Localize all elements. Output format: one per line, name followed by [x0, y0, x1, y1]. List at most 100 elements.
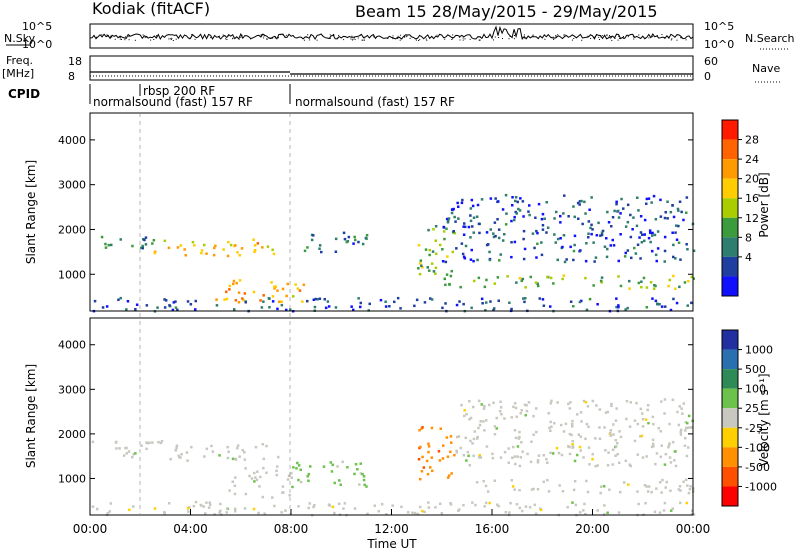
velocity-cell	[472, 454, 475, 458]
noise-search-point	[128, 36, 130, 38]
power-cell	[434, 266, 438, 270]
power-cell	[480, 198, 484, 201]
noise-search-point	[364, 39, 365, 41]
power-cell	[194, 308, 197, 311]
velocity-cell	[427, 506, 431, 509]
velocity-cell	[148, 441, 151, 444]
power-cell	[535, 256, 538, 259]
velocity-cell	[476, 435, 479, 439]
power-cell	[234, 244, 237, 247]
velocity-cell	[449, 435, 453, 438]
velocity-cell	[109, 502, 113, 505]
power-cell	[444, 302, 447, 305]
velocity-cell	[258, 485, 261, 488]
power-cell	[191, 240, 195, 244]
velocity-cell	[500, 413, 503, 416]
power-cell	[562, 212, 565, 215]
velocity-cell	[491, 452, 494, 456]
power-cell	[428, 253, 431, 257]
power-cell	[334, 237, 338, 241]
noise-search-point	[652, 36, 654, 38]
velocity-cell	[450, 441, 453, 444]
power-cell	[225, 297, 229, 301]
velocity-cell	[417, 458, 421, 461]
noise-search-point	[571, 39, 573, 41]
power-cell	[420, 264, 423, 267]
noise-search-point	[452, 38, 454, 40]
velocity-cell	[106, 512, 110, 515]
power-cell	[536, 282, 539, 285]
power-cell	[472, 259, 475, 263]
power-cell	[469, 214, 472, 217]
power-cell	[471, 204, 475, 208]
velocity-cell	[250, 477, 254, 480]
velocity-cell	[503, 450, 507, 454]
velocity-cell	[518, 506, 521, 510]
power-cell	[396, 296, 400, 300]
power-cell	[540, 217, 544, 221]
velocity-cell	[553, 422, 556, 425]
power-cell	[643, 218, 647, 222]
power-cell	[654, 218, 658, 221]
power-cell	[237, 301, 241, 304]
power-cell	[541, 224, 545, 227]
power-cell	[590, 223, 593, 227]
power-cell	[499, 253, 502, 256]
power-cell	[587, 220, 591, 223]
velocity-cell	[254, 445, 258, 449]
power-cell	[555, 210, 558, 214]
velocity-cell	[558, 484, 561, 487]
power-cell	[168, 304, 171, 307]
velocity-cell	[567, 445, 570, 448]
power-cell	[651, 234, 654, 237]
power-cell	[536, 242, 539, 246]
noise-search-point	[667, 36, 669, 38]
power-cell	[513, 218, 516, 222]
power-cell	[139, 246, 143, 250]
power-cell	[572, 305, 575, 308]
power-cell	[663, 260, 666, 263]
power-cell	[475, 215, 479, 218]
velocity-cell	[585, 422, 589, 426]
velocity-cell	[209, 503, 212, 506]
velocity-cell	[297, 505, 300, 508]
power-cell	[443, 277, 446, 281]
velocity-cell	[353, 507, 357, 510]
power-cell	[101, 306, 105, 309]
noise-right-tick-top: 10^5	[704, 20, 734, 33]
power-cell	[667, 284, 670, 288]
velocity-cell	[485, 419, 488, 422]
power-cell	[585, 242, 588, 245]
velocity-cell	[629, 464, 632, 468]
power-cell	[488, 258, 492, 262]
velocity-cell	[667, 443, 671, 447]
noise-search-point	[555, 35, 557, 37]
noise-search-point	[608, 36, 610, 38]
noise-search-point	[207, 35, 209, 37]
power-cell	[672, 243, 675, 247]
power-cell	[215, 298, 218, 301]
power-cell	[562, 234, 566, 237]
power-cell	[601, 229, 605, 233]
power-cell	[523, 247, 527, 251]
velocity-cell	[479, 456, 483, 459]
velocity-cell	[521, 450, 524, 453]
power-cell	[606, 210, 609, 214]
power-cell	[642, 276, 646, 280]
power-cell	[531, 232, 535, 235]
velocity-cell	[380, 502, 384, 506]
velocity-cell	[571, 440, 574, 443]
power-cell	[493, 221, 497, 224]
noise-search-point	[691, 36, 693, 38]
noise-search-point	[96, 36, 97, 38]
power-cell	[450, 269, 453, 273]
noise-search-point	[271, 37, 273, 39]
velocity-cell	[562, 430, 566, 433]
power-cell	[234, 299, 238, 302]
noise-search-point	[236, 36, 238, 38]
power-cell	[441, 248, 444, 251]
power-ytick-label: 2000	[58, 223, 86, 236]
noise-search-point	[598, 36, 600, 38]
power-cell	[643, 239, 646, 243]
power-cell	[595, 234, 599, 237]
